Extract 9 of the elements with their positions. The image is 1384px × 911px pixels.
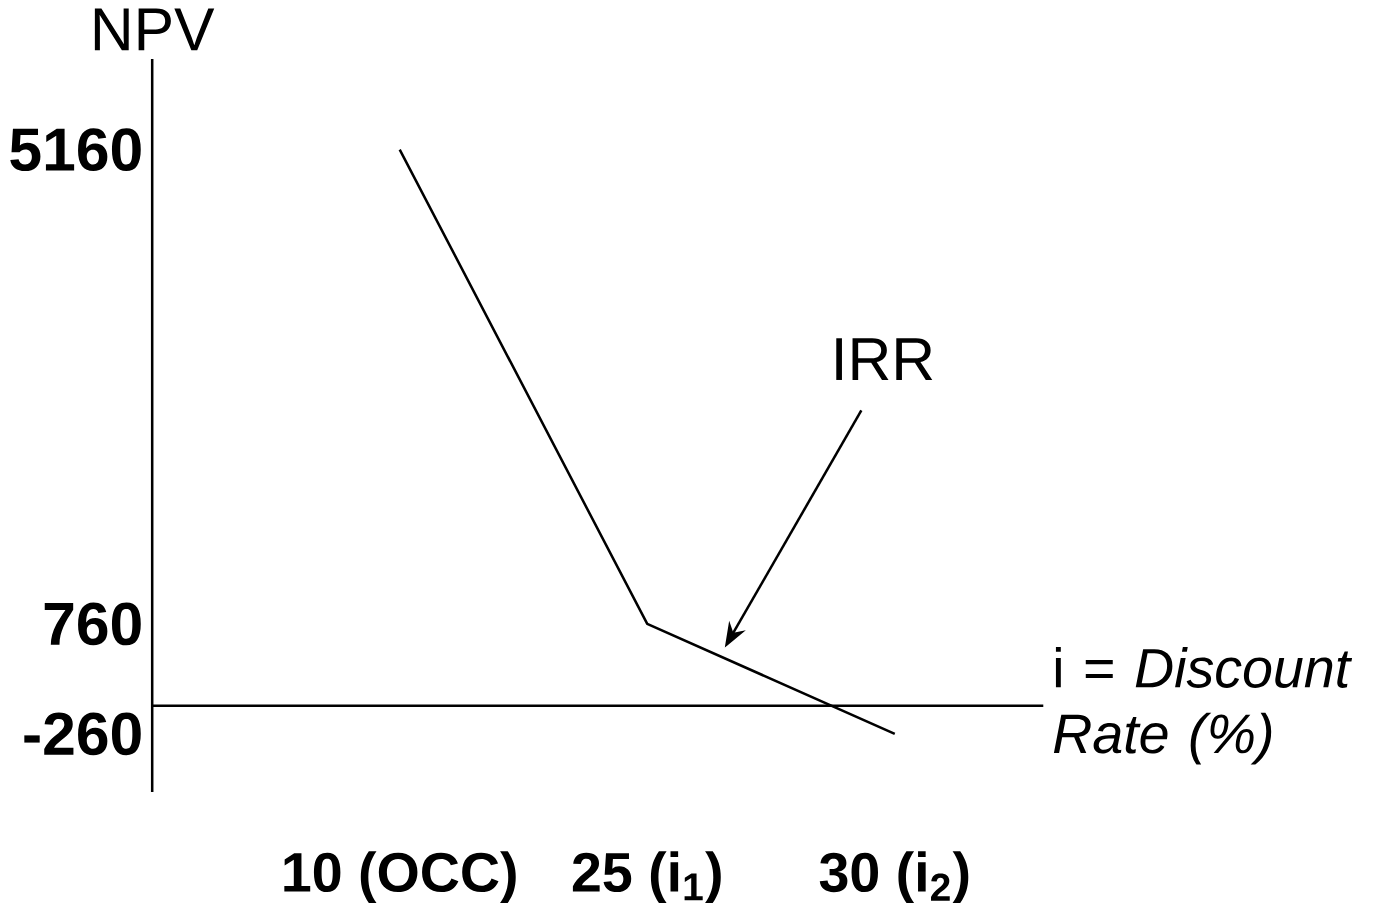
x-tick-label: 30 (i$_{2}$) (819, 851, 969, 903)
x-tick-label: 25 (i$_{1}$) (572, 851, 721, 903)
x-axis-title: i = Discount Rate (%) (1053, 646, 1353, 765)
y-tick-label: 5160 (10, 127, 141, 171)
y-tick-label: -260 (24, 712, 141, 756)
y-axis-title: NPV (94, 8, 215, 50)
x-tick-label: 10 (OCC) (284, 851, 516, 903)
y-tick-label: 760 (44, 602, 141, 646)
annotation: IRR (836, 338, 933, 380)
